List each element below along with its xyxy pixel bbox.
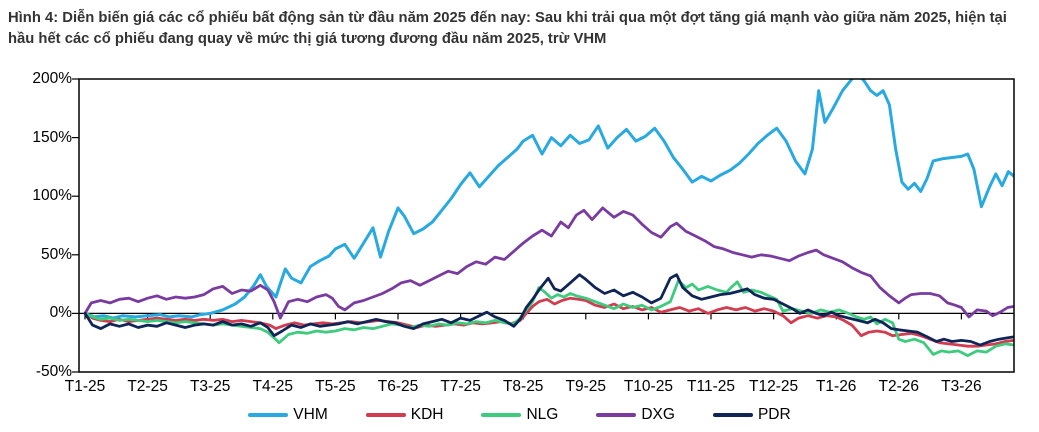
y-axis-label: 50% xyxy=(40,245,72,263)
x-axis-label: T9-25 xyxy=(565,378,607,395)
figure-title: Hình 4: Diễn biến giá các cổ phiếu bất đ… xyxy=(8,10,1007,47)
y-axis-label: 100% xyxy=(32,187,72,205)
legend-label-KDH: KDH xyxy=(410,406,444,423)
x-axis-label: T2-25 xyxy=(127,378,168,395)
legend-label-DXG: DXG xyxy=(641,406,675,423)
legend-label-NLG: NLG xyxy=(526,406,559,423)
y-axis-label: 200% xyxy=(32,70,72,87)
legend-item-PDR: PDR xyxy=(712,406,791,424)
x-axis-label: T1-26 xyxy=(815,378,857,395)
legend-label-VHM: VHM xyxy=(293,406,328,423)
x-axis-label: T7-25 xyxy=(440,378,481,395)
legend-swatch-DXG xyxy=(596,413,637,417)
legend-item-DXG: DXG xyxy=(596,406,675,424)
legend-swatch-PDR xyxy=(712,413,753,417)
series-line-KDH xyxy=(83,296,1014,348)
plot-frame xyxy=(78,78,1015,373)
legend-item-KDH: KDH xyxy=(365,406,444,424)
series-line-PDR xyxy=(83,273,1014,347)
x-axis-label: T5-25 xyxy=(315,378,356,395)
x-axis-label: T3-25 xyxy=(189,378,231,395)
legend-item-VHM: VHM xyxy=(248,406,328,424)
x-axis-label: T2-26 xyxy=(878,378,920,395)
x-axis-label: T1-25 xyxy=(64,378,106,395)
y-axis-label: 150% xyxy=(32,128,72,146)
y-axis-label: -50% xyxy=(35,363,72,380)
legend-swatch-NLG xyxy=(481,413,522,417)
x-axis-label: T4-25 xyxy=(252,378,294,395)
series-line-NLG xyxy=(83,279,1014,358)
x-axis-label: T3-26 xyxy=(941,378,982,395)
legend: VHM KDH NLG DXG PDR xyxy=(0,403,1039,427)
x-axis-label: T8-25 xyxy=(502,378,544,395)
series-line-VHM xyxy=(83,79,1014,320)
x-axis-label: T12-25 xyxy=(749,378,799,395)
legend-swatch-VHM xyxy=(248,413,289,417)
legend-swatch-KDH xyxy=(365,413,406,417)
series-line-DXG xyxy=(83,206,1014,320)
y-axis-label: 0% xyxy=(49,304,72,322)
legend-label-PDR: PDR xyxy=(757,406,791,423)
x-axis-label: T11-25 xyxy=(687,378,735,395)
x-axis-label: T10-25 xyxy=(623,378,673,395)
x-axis-label: T6-25 xyxy=(377,378,419,395)
legend-item-NLG: NLG xyxy=(481,406,558,424)
